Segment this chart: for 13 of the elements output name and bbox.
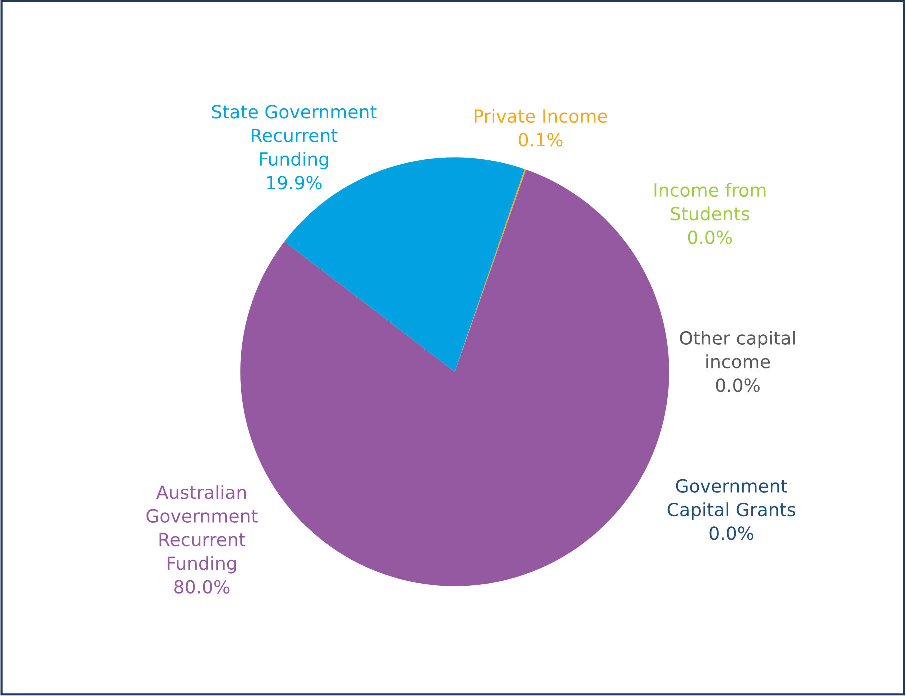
slice-label: Australian Government Recurrent Funding xyxy=(146,485,258,574)
data-label: 80.0% xyxy=(174,580,230,594)
pie-slice xyxy=(455,169,526,372)
text: 0.0% xyxy=(710,526,754,540)
slice-label: State Government Recurrent Funding xyxy=(212,105,377,170)
category-label: Income from Students xyxy=(654,183,766,221)
slice-label: Private Income xyxy=(474,109,608,124)
text: 0.0% xyxy=(716,378,760,392)
text: 0.0% xyxy=(688,230,732,244)
data-label: 19.9% xyxy=(268,176,322,190)
category-label: Government Capital Grants xyxy=(668,479,796,520)
data-label: 0.1% xyxy=(519,133,563,147)
category-label: Other capital income xyxy=(680,331,796,369)
